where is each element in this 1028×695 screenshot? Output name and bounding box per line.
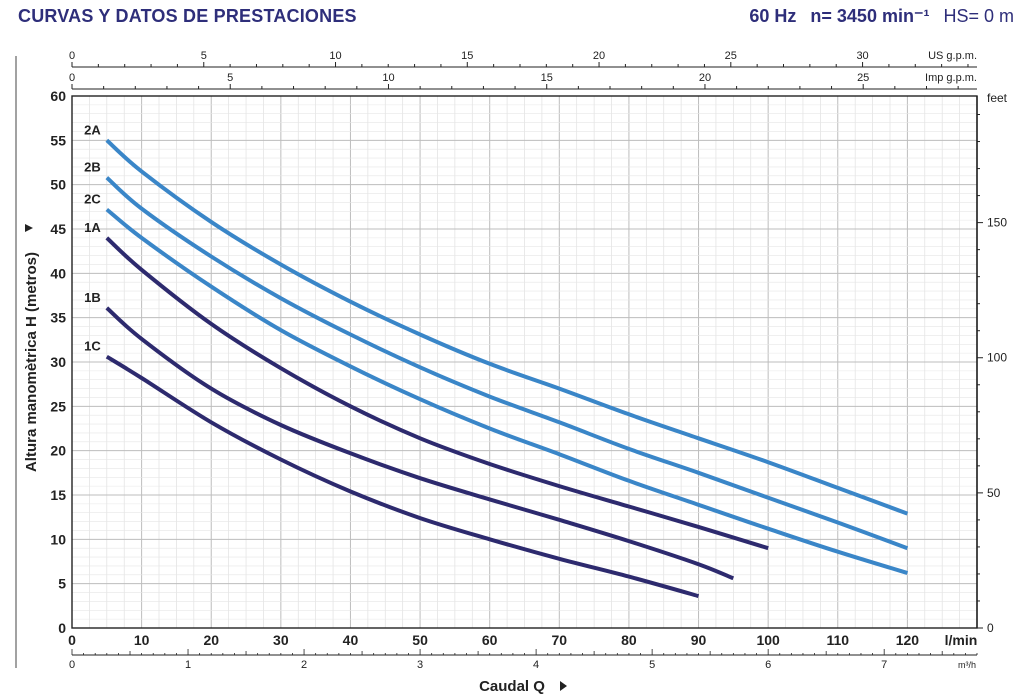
x-tick-label: 90 xyxy=(691,632,707,648)
imp-gpm-tick-label: 5 xyxy=(227,72,233,84)
x-tick-label: 60 xyxy=(482,632,498,648)
us-gpm-tick-label: 30 xyxy=(856,50,868,62)
us-gpm-tick-label: 15 xyxy=(461,50,473,62)
x-tick-label: 50 xyxy=(412,632,428,648)
y-tick-label: 30 xyxy=(50,354,66,370)
x-tick-label: 10 xyxy=(134,632,150,648)
imp-gpm-tick-label: 15 xyxy=(541,72,553,84)
m3h-unit: m³/h xyxy=(958,660,976,670)
series-line-1c xyxy=(105,354,700,599)
x-tick-label: 30 xyxy=(273,632,289,648)
series-label-2c: 2C xyxy=(84,191,101,206)
x-tick-label: 0 xyxy=(68,632,76,648)
y-tick-label: 40 xyxy=(50,265,66,281)
x-tick-label: 40 xyxy=(343,632,359,648)
y-tick-label: 15 xyxy=(50,487,66,503)
y-tick-label: 20 xyxy=(50,443,66,459)
us-gpm-tick-label: 10 xyxy=(329,50,341,62)
y-tick-label: 55 xyxy=(50,132,66,148)
m3h-tick-label: 0 xyxy=(69,659,75,671)
y-tick-label: 5 xyxy=(58,576,66,592)
series-label-1b: 1B xyxy=(84,290,101,305)
series-label-2b: 2B xyxy=(84,160,101,175)
imp-gpm-tick-label: 0 xyxy=(69,72,75,84)
us-gpm-tick-label: 0 xyxy=(69,50,75,62)
us-gpm-tick-label: 20 xyxy=(593,50,605,62)
y-tick-label: 0 xyxy=(58,620,66,636)
series-line-2a xyxy=(105,138,909,516)
m3h-tick-label: 7 xyxy=(881,659,887,671)
y-tick-label: 45 xyxy=(50,221,66,237)
right-tick-label: 50 xyxy=(987,486,1001,500)
x-axis-title: Caudal Q xyxy=(479,678,545,695)
y-tick-label: 10 xyxy=(50,531,66,547)
imp-gpm-tick-label: 20 xyxy=(699,72,711,84)
series-line-1a xyxy=(105,236,769,551)
frequency-label: 60 Hz xyxy=(749,6,797,26)
x-tick-label: 20 xyxy=(203,632,219,648)
m3h-tick-label: 1 xyxy=(185,659,191,671)
pump-spec: 60 Hz n= 3450 min⁻¹ HS= 0 m xyxy=(749,6,1014,27)
series-line-1b xyxy=(105,306,735,581)
imp-gpm-tick-label: 25 xyxy=(857,72,869,84)
m3h-tick-label: 3 xyxy=(417,659,423,671)
page-title: CURVAS Y DATOS DE PRESTACIONES xyxy=(18,6,357,26)
right-axis-unit: feet xyxy=(987,91,1008,105)
y-tick-label: 25 xyxy=(50,398,66,414)
series-label-2a: 2A xyxy=(84,122,101,137)
imp-gpm-unit: Imp g.p.m. xyxy=(925,72,977,84)
x-tick-label: 110 xyxy=(826,632,849,648)
x-axis-arrow-icon xyxy=(560,681,567,691)
series-line-2b xyxy=(105,176,909,551)
us-gpm-unit: US g.p.m. xyxy=(928,50,977,62)
series-label-1a: 1A xyxy=(84,220,101,235)
m3h-tick-label: 6 xyxy=(765,659,771,671)
right-tick-label: 0 xyxy=(987,621,994,635)
x-tick-label: 80 xyxy=(621,632,637,648)
x-tick-label: 70 xyxy=(552,632,568,648)
x-tick-label: 100 xyxy=(756,632,780,648)
x-tick-label: 120 xyxy=(896,632,920,648)
series-label-1c: 1C xyxy=(84,339,101,354)
imp-gpm-tick-label: 10 xyxy=(382,72,394,84)
y-axis-title: Altura manomètrica H (metros) xyxy=(23,252,40,472)
us-gpm-tick-label: 25 xyxy=(725,50,737,62)
m3h-tick-label: 2 xyxy=(301,659,307,671)
right-tick-label: 150 xyxy=(987,216,1007,230)
m3h-tick-label: 4 xyxy=(533,659,539,671)
hs-label: HS= 0 m xyxy=(943,6,1014,26)
y-axis-arrow-icon xyxy=(25,224,33,232)
right-tick-label: 100 xyxy=(987,351,1007,365)
y-tick-label: 35 xyxy=(50,310,66,326)
us-gpm-tick-label: 5 xyxy=(201,50,207,62)
series-line-2c xyxy=(105,207,908,575)
y-tick-label: 60 xyxy=(50,88,66,104)
speed-label: n= 3450 min⁻¹ xyxy=(810,6,930,26)
x-unit-label: l/min xyxy=(945,632,978,648)
y-tick-label: 50 xyxy=(50,177,66,193)
m3h-tick-label: 5 xyxy=(649,659,655,671)
